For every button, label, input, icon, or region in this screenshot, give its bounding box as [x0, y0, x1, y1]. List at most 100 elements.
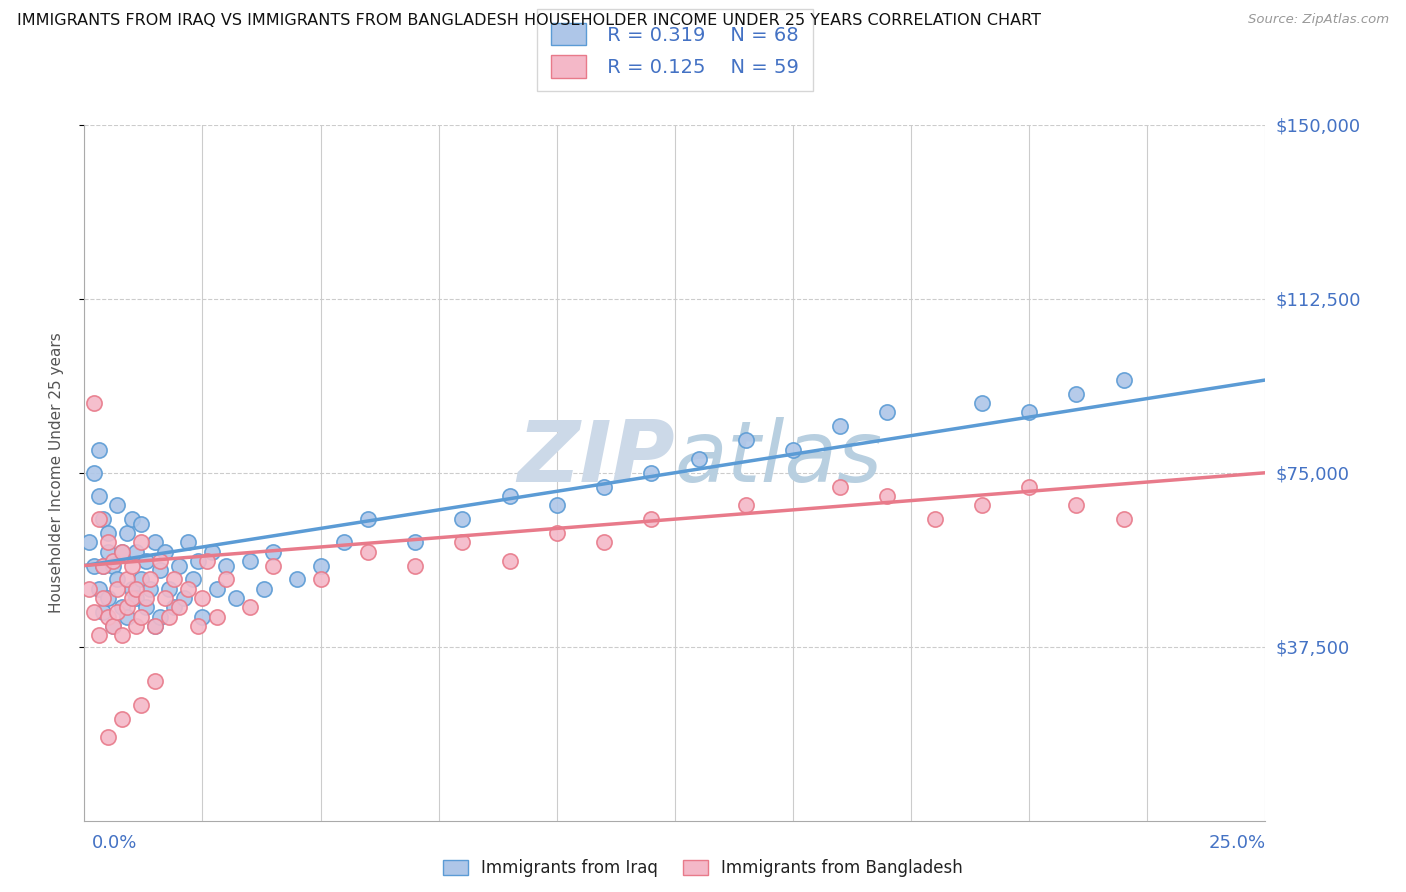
Point	[135, 600, 157, 615]
Point	[285, 573, 308, 587]
Text: IMMIGRANTS FROM IRAQ VS IMMIGRANTS FROM BANGLADESH HOUSEHOLDER INCOME UNDER 25 Y: IMMIGRANTS FROM IRAQ VS IMMIGRANTS FROM …	[17, 13, 1040, 29]
Text: 0.0%: 0.0%	[91, 834, 136, 852]
Point	[87, 582, 110, 596]
Point	[121, 512, 143, 526]
Point	[107, 498, 129, 512]
Point	[187, 554, 209, 568]
Point	[91, 591, 114, 605]
Point	[111, 628, 134, 642]
Point	[1112, 512, 1135, 526]
Text: atlas: atlas	[675, 417, 883, 500]
Text: ZIP: ZIP	[517, 417, 675, 500]
Point	[262, 558, 284, 573]
Point	[1112, 373, 1135, 387]
Point	[1018, 405, 1040, 419]
Point	[83, 558, 105, 573]
Point	[201, 544, 224, 558]
Point	[107, 582, 129, 596]
Point	[97, 526, 120, 541]
Point	[87, 489, 110, 503]
Point	[187, 619, 209, 633]
Legend: Immigrants from Iraq, Immigrants from Bangladesh: Immigrants from Iraq, Immigrants from Ba…	[436, 853, 970, 884]
Point	[125, 619, 148, 633]
Point	[149, 554, 172, 568]
Legend:  R = 0.319    N = 68,  R = 0.125    N = 59: R = 0.319 N = 68, R = 0.125 N = 59	[537, 9, 813, 91]
Point	[101, 558, 124, 573]
Point	[970, 396, 993, 410]
Point	[593, 480, 616, 494]
Point	[129, 573, 152, 587]
Point	[451, 512, 474, 526]
Point	[205, 609, 228, 624]
Point	[593, 535, 616, 549]
Text: Source: ZipAtlas.com: Source: ZipAtlas.com	[1249, 13, 1389, 27]
Point	[167, 600, 190, 615]
Point	[309, 573, 332, 587]
Point	[125, 591, 148, 605]
Point	[924, 512, 946, 526]
Point	[101, 619, 124, 633]
Point	[163, 600, 186, 615]
Point	[357, 544, 380, 558]
Point	[970, 498, 993, 512]
Point	[83, 396, 105, 410]
Point	[135, 591, 157, 605]
Point	[143, 674, 166, 689]
Point	[115, 609, 138, 624]
Point	[149, 563, 172, 577]
Point	[129, 516, 152, 531]
Point	[111, 712, 134, 726]
Point	[876, 489, 898, 503]
Point	[129, 535, 152, 549]
Point	[107, 573, 129, 587]
Point	[97, 544, 120, 558]
Point	[1018, 480, 1040, 494]
Point	[191, 609, 214, 624]
Point	[215, 573, 238, 587]
Point	[215, 558, 238, 573]
Point	[177, 582, 200, 596]
Point	[111, 544, 134, 558]
Y-axis label: Householder Income Under 25 years: Householder Income Under 25 years	[49, 333, 63, 613]
Point	[101, 554, 124, 568]
Point	[129, 698, 152, 712]
Point	[357, 512, 380, 526]
Point	[239, 554, 262, 568]
Point	[129, 609, 152, 624]
Point	[143, 619, 166, 633]
Point	[782, 442, 804, 457]
Point	[135, 554, 157, 568]
Point	[181, 573, 204, 587]
Point	[498, 554, 520, 568]
Point	[115, 526, 138, 541]
Point	[640, 466, 662, 480]
Point	[830, 419, 852, 434]
Point	[205, 582, 228, 596]
Point	[143, 619, 166, 633]
Point	[640, 512, 662, 526]
Point	[139, 573, 162, 587]
Text: 25.0%: 25.0%	[1208, 834, 1265, 852]
Point	[121, 582, 143, 596]
Point	[173, 591, 195, 605]
Point	[157, 609, 180, 624]
Point	[688, 451, 710, 466]
Point	[83, 605, 105, 619]
Point	[1066, 498, 1088, 512]
Point	[87, 628, 110, 642]
Point	[77, 535, 100, 549]
Point	[97, 591, 120, 605]
Point	[153, 544, 176, 558]
Point	[262, 544, 284, 558]
Point	[87, 512, 110, 526]
Point	[404, 558, 426, 573]
Point	[225, 591, 247, 605]
Point	[115, 573, 138, 587]
Point	[734, 434, 756, 448]
Point	[239, 600, 262, 615]
Point	[167, 558, 190, 573]
Point	[91, 605, 114, 619]
Point	[125, 544, 148, 558]
Point	[101, 619, 124, 633]
Point	[97, 609, 120, 624]
